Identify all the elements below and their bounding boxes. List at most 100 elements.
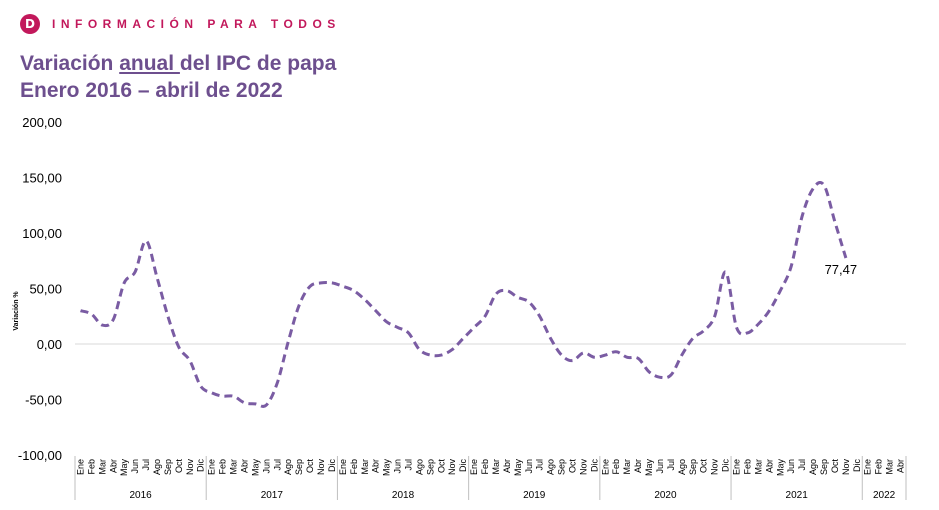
x-tick-month: Jun xyxy=(393,459,403,474)
x-tick-month: Jun xyxy=(655,459,665,474)
data-point xyxy=(615,350,618,353)
x-tick-month: Nov xyxy=(316,459,326,476)
x-tick-month: May xyxy=(644,459,654,477)
x-tick-month: Oct xyxy=(830,459,840,474)
data-point xyxy=(822,184,825,187)
data-point xyxy=(746,331,749,334)
x-tick-year: 2016 xyxy=(129,490,152,501)
data-point xyxy=(790,265,793,268)
data-point xyxy=(221,395,224,398)
data-point xyxy=(210,391,213,394)
x-tick-month: Jul xyxy=(403,459,413,471)
x-tick-month: Dic xyxy=(196,459,206,472)
x-tick-month: Mar xyxy=(97,459,107,475)
data-point xyxy=(593,356,596,359)
data-point xyxy=(473,326,476,329)
y-axis-label: Variación % xyxy=(13,291,20,331)
x-tick-year: 2021 xyxy=(786,490,809,501)
x-tick-month: Oct xyxy=(174,459,184,474)
x-tick-month: Mar xyxy=(885,459,895,475)
x-tick-year: 2018 xyxy=(392,490,415,501)
x-tick-year: 2019 xyxy=(523,490,546,501)
data-point xyxy=(134,270,137,273)
data-point xyxy=(265,404,268,407)
x-tick-month: Dic xyxy=(327,459,337,472)
data-point xyxy=(451,348,454,351)
x-tick-month: Abr xyxy=(896,459,906,473)
data-point xyxy=(494,293,497,296)
data-point xyxy=(188,359,191,362)
data-point xyxy=(527,300,530,303)
y-tick-label: 200,00 xyxy=(22,115,62,130)
data-point xyxy=(637,357,640,360)
x-tick-month: Mar xyxy=(491,459,501,475)
data-point xyxy=(812,187,815,190)
x-tick-year: 2017 xyxy=(261,490,284,501)
data-point xyxy=(177,346,180,349)
x-tick-month: Oct xyxy=(699,459,709,474)
x-tick-month: May xyxy=(513,459,523,477)
x-tick-month: Mar xyxy=(622,459,632,475)
x-tick-month: May xyxy=(382,459,392,477)
data-point xyxy=(713,315,716,318)
data-point xyxy=(232,395,235,398)
x-tick-month: Abr xyxy=(764,459,774,473)
x-tick-month: Ene xyxy=(75,459,85,475)
x-tick-month: Jun xyxy=(524,459,534,474)
x-tick-month: Dic xyxy=(721,459,731,472)
data-point xyxy=(735,326,738,329)
data-point xyxy=(341,285,344,288)
x-tick-month: Jun xyxy=(261,459,271,474)
data-point xyxy=(724,270,727,273)
y-tick-label: -50,00 xyxy=(25,393,62,408)
data-point xyxy=(768,309,771,312)
data-point xyxy=(199,385,202,388)
data-point xyxy=(309,285,312,288)
x-tick-month: Sep xyxy=(557,459,567,475)
x-tick-month: Mar xyxy=(229,459,239,475)
data-point xyxy=(648,370,651,373)
x-tick-month: Abr xyxy=(371,459,381,473)
data-point xyxy=(604,354,607,357)
data-point xyxy=(79,309,82,312)
x-tick-month: Ene xyxy=(338,459,348,475)
x-tick-month: Feb xyxy=(611,459,621,475)
x-tick-month: Dic xyxy=(852,459,862,472)
data-point xyxy=(156,276,159,279)
x-tick-month: Mar xyxy=(753,459,763,475)
x-tick-month: Ago xyxy=(546,459,556,475)
x-tick-month: May xyxy=(775,459,785,477)
x-tick-month: Feb xyxy=(86,459,96,475)
y-tick-label: 100,00 xyxy=(22,226,62,241)
x-tick-month: Abr xyxy=(239,459,249,473)
x-tick-month: Abr xyxy=(108,459,118,473)
data-point xyxy=(626,356,629,359)
x-tick-month: Sep xyxy=(688,459,698,475)
x-tick-month: Ago xyxy=(414,459,424,475)
data-point xyxy=(757,323,760,326)
x-tick-month: Feb xyxy=(218,459,228,475)
x-tick-year: 2022 xyxy=(873,490,896,501)
data-point xyxy=(320,281,323,284)
data-point xyxy=(385,320,388,323)
y-tick-label: 50,00 xyxy=(29,282,62,297)
data-point xyxy=(516,296,519,299)
x-tick-month: Ene xyxy=(207,459,217,475)
data-point xyxy=(582,351,585,354)
x-tick-month: Jul xyxy=(666,459,676,471)
title-underlined-word: anual xyxy=(119,52,180,75)
data-point xyxy=(243,401,246,404)
data-point xyxy=(166,315,169,318)
x-tick-month: Ene xyxy=(732,459,742,475)
data-point xyxy=(374,309,377,312)
x-tick-month: Jul xyxy=(535,459,545,471)
data-point xyxy=(254,402,257,405)
x-tick-month: Jul xyxy=(141,459,151,471)
data-point xyxy=(779,289,782,292)
data-point xyxy=(680,354,683,357)
x-tick-month: Feb xyxy=(349,459,359,475)
data-point xyxy=(560,354,563,357)
data-point xyxy=(363,298,366,301)
x-tick-month: Jun xyxy=(130,459,140,474)
